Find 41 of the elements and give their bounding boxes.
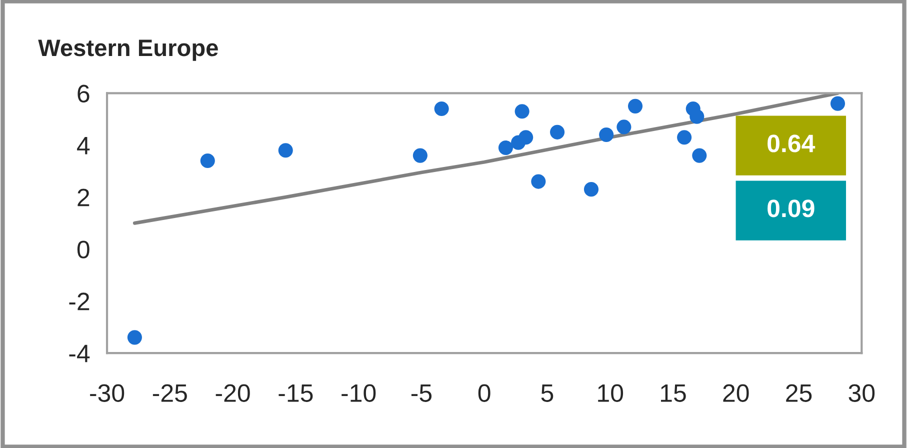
y-tick-label: 6 (78, 84, 90, 102)
y-tick-label: -4 (69, 344, 90, 362)
point (518, 130, 534, 145)
point (690, 109, 704, 124)
x-tick-label: 30 (848, 384, 875, 402)
y-tick-label: 2 (78, 188, 90, 206)
point (434, 101, 449, 116)
point (692, 148, 707, 163)
y-tick-label: 4 (77, 137, 90, 154)
point (616, 120, 632, 134)
annotation: 0.64 (768, 134, 816, 152)
x-tick-label: -5 (411, 384, 432, 402)
x-tick-label: 5 (541, 384, 554, 402)
point (584, 182, 599, 197)
x-tick-label: -25 (152, 384, 187, 402)
point (278, 143, 293, 158)
x-tick-label: 20 (723, 384, 749, 402)
x-tick-label: 25 (786, 384, 812, 402)
y-tick-label: 0 (77, 240, 90, 258)
point (677, 130, 692, 145)
x-tick-label: -20 (216, 384, 250, 402)
point (531, 174, 546, 189)
point (599, 127, 614, 142)
annotation: 0.09 (768, 200, 814, 218)
x-tick-label: -30 (90, 384, 124, 402)
point (830, 96, 846, 111)
chart-title: Western Europe (38, 40, 218, 61)
x-tick-label: 15 (661, 384, 686, 402)
x-tick-label: -10 (342, 384, 376, 402)
line-series (132, 93, 840, 225)
y-tick-label: -2 (69, 292, 90, 310)
point (514, 104, 530, 119)
point (412, 148, 428, 163)
point (200, 153, 215, 168)
point (628, 98, 643, 114)
x-tick-label: 10 (598, 384, 624, 402)
x-tick-label: -15 (278, 384, 313, 402)
point (127, 330, 142, 345)
x-tick-label: 0 (478, 384, 490, 402)
point (498, 140, 514, 156)
point (550, 124, 565, 140)
